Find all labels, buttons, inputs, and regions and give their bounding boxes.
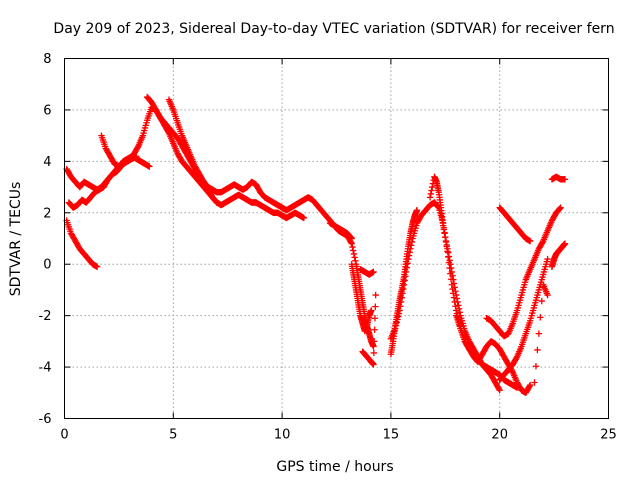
data-point bbox=[539, 239, 546, 246]
x-tick-label: 25 bbox=[600, 428, 617, 443]
data-point bbox=[450, 276, 457, 283]
data-point bbox=[534, 346, 541, 354]
data-point bbox=[440, 226, 448, 233]
y-tick-label: 2 bbox=[43, 206, 51, 221]
data-point bbox=[544, 255, 551, 263]
data-points bbox=[63, 93, 569, 396]
y-tick-label: -4 bbox=[39, 361, 52, 376]
data-point bbox=[561, 240, 569, 247]
data-point bbox=[452, 303, 459, 310]
x-tick-label: 20 bbox=[491, 428, 508, 443]
data-point bbox=[538, 297, 545, 305]
x-tick-label: 10 bbox=[274, 428, 291, 443]
data-point bbox=[452, 288, 459, 295]
y-tick-label: -2 bbox=[39, 309, 52, 324]
data-point bbox=[439, 222, 447, 229]
data-point bbox=[526, 383, 533, 390]
data-point bbox=[444, 245, 451, 252]
y-tick-label: 6 bbox=[43, 103, 51, 118]
data-point bbox=[452, 291, 460, 299]
y-axis-label: SDTVAR / TECUs bbox=[8, 182, 24, 297]
data-point bbox=[544, 291, 551, 299]
data-point bbox=[450, 280, 458, 287]
data-point bbox=[532, 363, 540, 370]
data-point bbox=[413, 207, 421, 214]
data-point bbox=[370, 268, 377, 276]
y-tick-label: 0 bbox=[43, 258, 51, 273]
data-point bbox=[348, 240, 355, 247]
data-point bbox=[426, 194, 434, 201]
data-point bbox=[146, 163, 153, 170]
plot-frame bbox=[64, 58, 609, 419]
data-point bbox=[427, 190, 434, 198]
data-point bbox=[371, 326, 378, 333]
data-point bbox=[372, 291, 379, 299]
data-point bbox=[456, 309, 464, 316]
x-tick-label: 5 bbox=[169, 428, 177, 443]
data-point bbox=[347, 239, 355, 246]
data-point bbox=[451, 284, 458, 291]
data-point bbox=[447, 261, 454, 268]
x-tick-label: 15 bbox=[383, 428, 400, 443]
data-point bbox=[453, 295, 461, 302]
data-point bbox=[371, 338, 378, 345]
data-point bbox=[352, 257, 359, 264]
data-point bbox=[445, 249, 452, 256]
grid bbox=[64, 58, 609, 419]
data-point bbox=[495, 385, 503, 393]
data-point bbox=[526, 381, 534, 389]
data-point bbox=[448, 268, 456, 276]
data-point bbox=[454, 298, 461, 306]
y-tick-label: 8 bbox=[43, 52, 51, 67]
data-point bbox=[368, 307, 375, 314]
data-point bbox=[372, 303, 379, 310]
data-point bbox=[443, 241, 450, 249]
data-point bbox=[349, 247, 357, 254]
y-tick-label: -6 bbox=[39, 412, 52, 427]
data-point bbox=[557, 204, 564, 211]
data-point bbox=[370, 343, 377, 350]
data-point bbox=[370, 361, 377, 368]
data-point bbox=[561, 176, 569, 183]
data-point bbox=[526, 237, 534, 245]
data-point bbox=[350, 250, 358, 258]
data-point bbox=[446, 257, 453, 264]
data-point bbox=[455, 302, 462, 309]
data-point bbox=[371, 315, 379, 322]
data-point bbox=[442, 234, 449, 241]
data-point bbox=[300, 214, 308, 222]
x-tick-label: 0 bbox=[60, 428, 68, 443]
data-point bbox=[537, 314, 544, 321]
data-point bbox=[513, 354, 520, 362]
data-point bbox=[449, 272, 456, 279]
data-point bbox=[351, 254, 358, 261]
data-point bbox=[133, 153, 140, 160]
data-point bbox=[134, 144, 141, 151]
data-point bbox=[447, 264, 455, 272]
data-point bbox=[93, 263, 101, 270]
data-point bbox=[496, 387, 503, 394]
data-point bbox=[441, 230, 448, 237]
data-point bbox=[370, 349, 378, 357]
data-point bbox=[531, 379, 538, 386]
data-point bbox=[428, 187, 435, 194]
data-point bbox=[455, 305, 463, 312]
data-point bbox=[445, 253, 453, 260]
data-point bbox=[535, 330, 543, 337]
data-point bbox=[349, 243, 356, 251]
x-axis-label: GPS time / hours bbox=[276, 459, 393, 475]
data-point bbox=[429, 183, 436, 191]
chart-title: Day 209 of 2023, Sidereal Day-to-day VTE… bbox=[53, 21, 614, 37]
data-point bbox=[442, 237, 450, 245]
data-point bbox=[556, 205, 564, 212]
y-tick-label: 4 bbox=[43, 155, 51, 170]
axis-ticks: 0 5 10 15 20 25 -6 -4 -2 0 2 4 6 8 bbox=[39, 52, 617, 443]
